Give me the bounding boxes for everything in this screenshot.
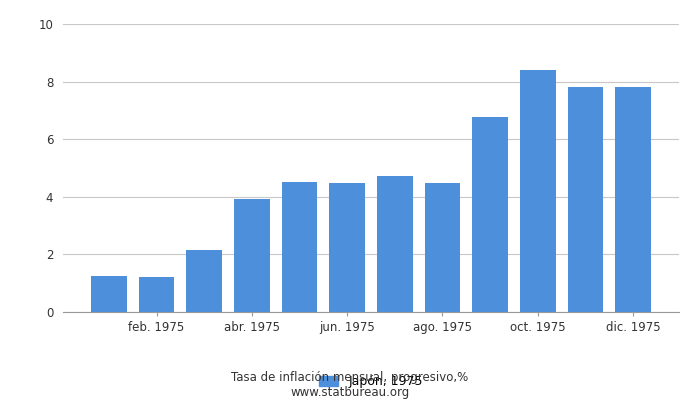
Text: www.statbureau.org: www.statbureau.org [290, 386, 410, 399]
Bar [281, 182, 317, 312]
Bar [91, 276, 127, 312]
Text: Tasa de inflación mensual, progresivo,%: Tasa de inflación mensual, progresivo,% [232, 372, 468, 384]
Bar [615, 87, 651, 312]
Bar [234, 199, 270, 312]
Bar [568, 87, 603, 312]
Bar [377, 176, 413, 312]
Bar [329, 183, 365, 312]
Bar [139, 277, 174, 312]
Bar [425, 183, 461, 312]
Bar [520, 70, 556, 312]
Bar [186, 250, 222, 312]
Legend: Japón, 1975: Japón, 1975 [314, 370, 428, 393]
Bar [473, 117, 508, 312]
